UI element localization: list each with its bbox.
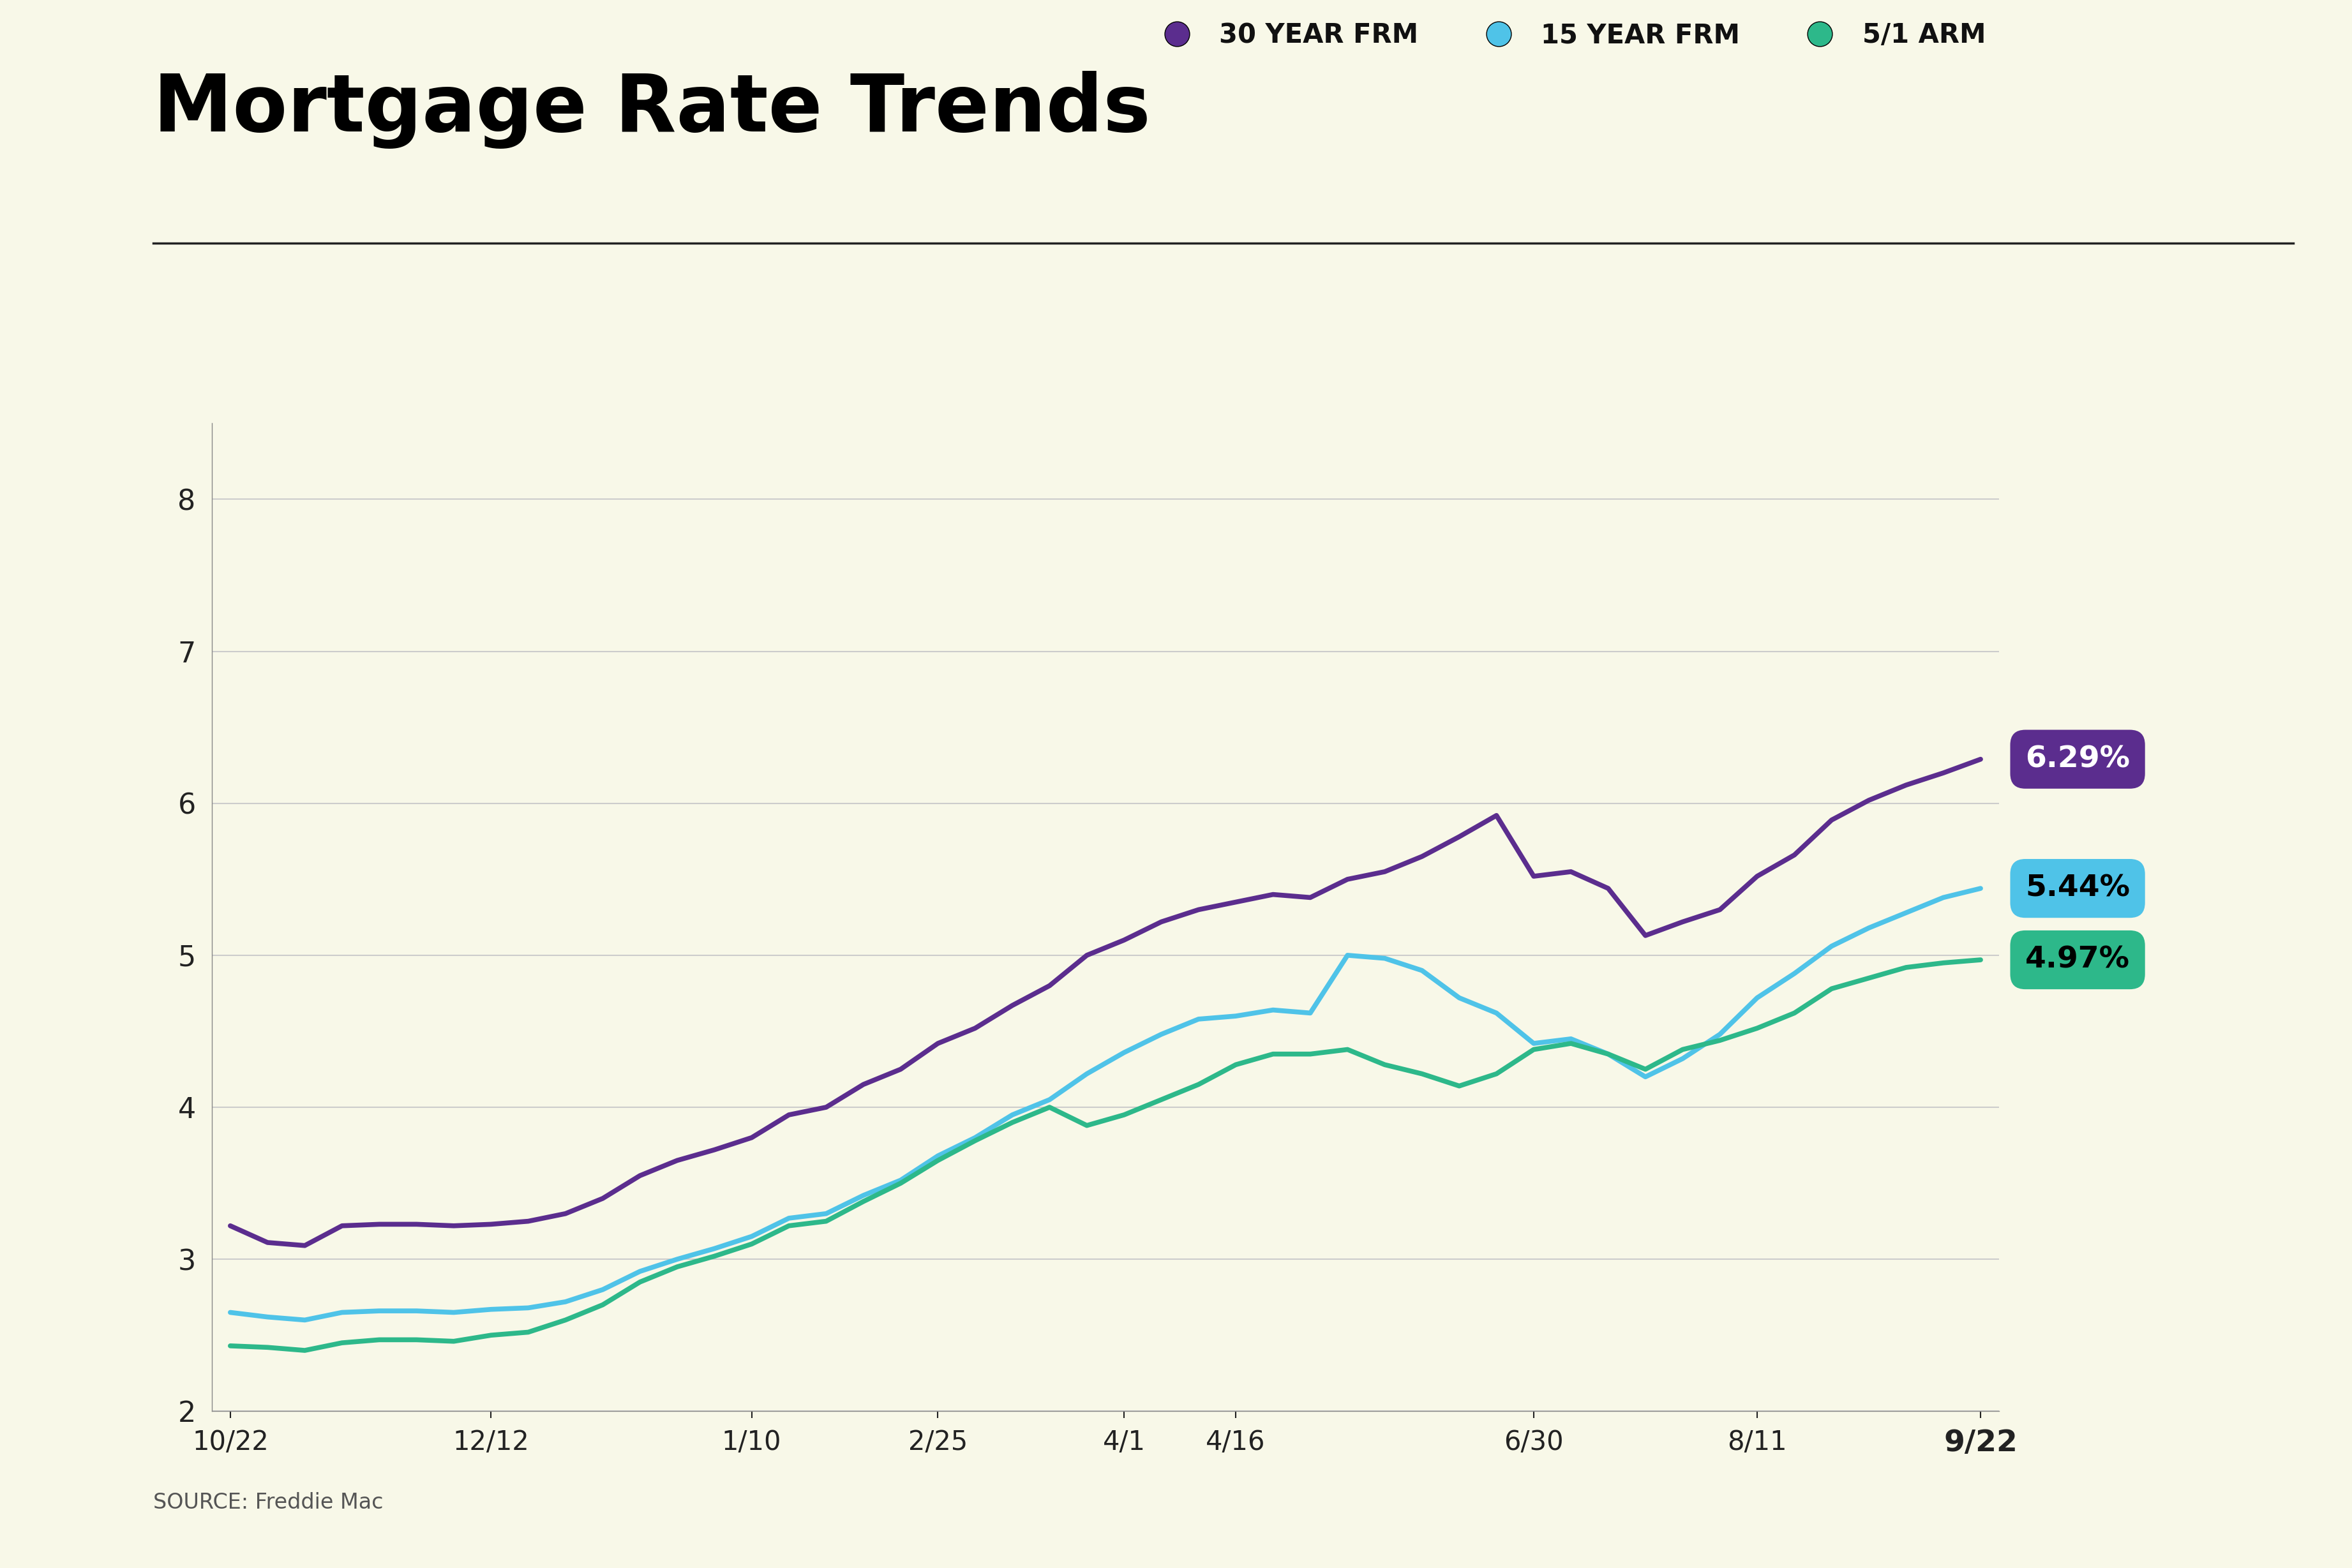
Text: 4.97%: 4.97% (2025, 946, 2131, 974)
Text: Mortgage Rate Trends: Mortgage Rate Trends (153, 71, 1150, 149)
Text: 6.29%: 6.29% (2025, 745, 2131, 773)
Legend: 30 YEAR FRM, 15 YEAR FRM, 5/1 ARM: 30 YEAR FRM, 15 YEAR FRM, 5/1 ARM (1150, 22, 1985, 49)
Text: SOURCE: Freddie Mac: SOURCE: Freddie Mac (153, 1493, 383, 1513)
Text: 5.44%: 5.44% (2025, 873, 2131, 903)
